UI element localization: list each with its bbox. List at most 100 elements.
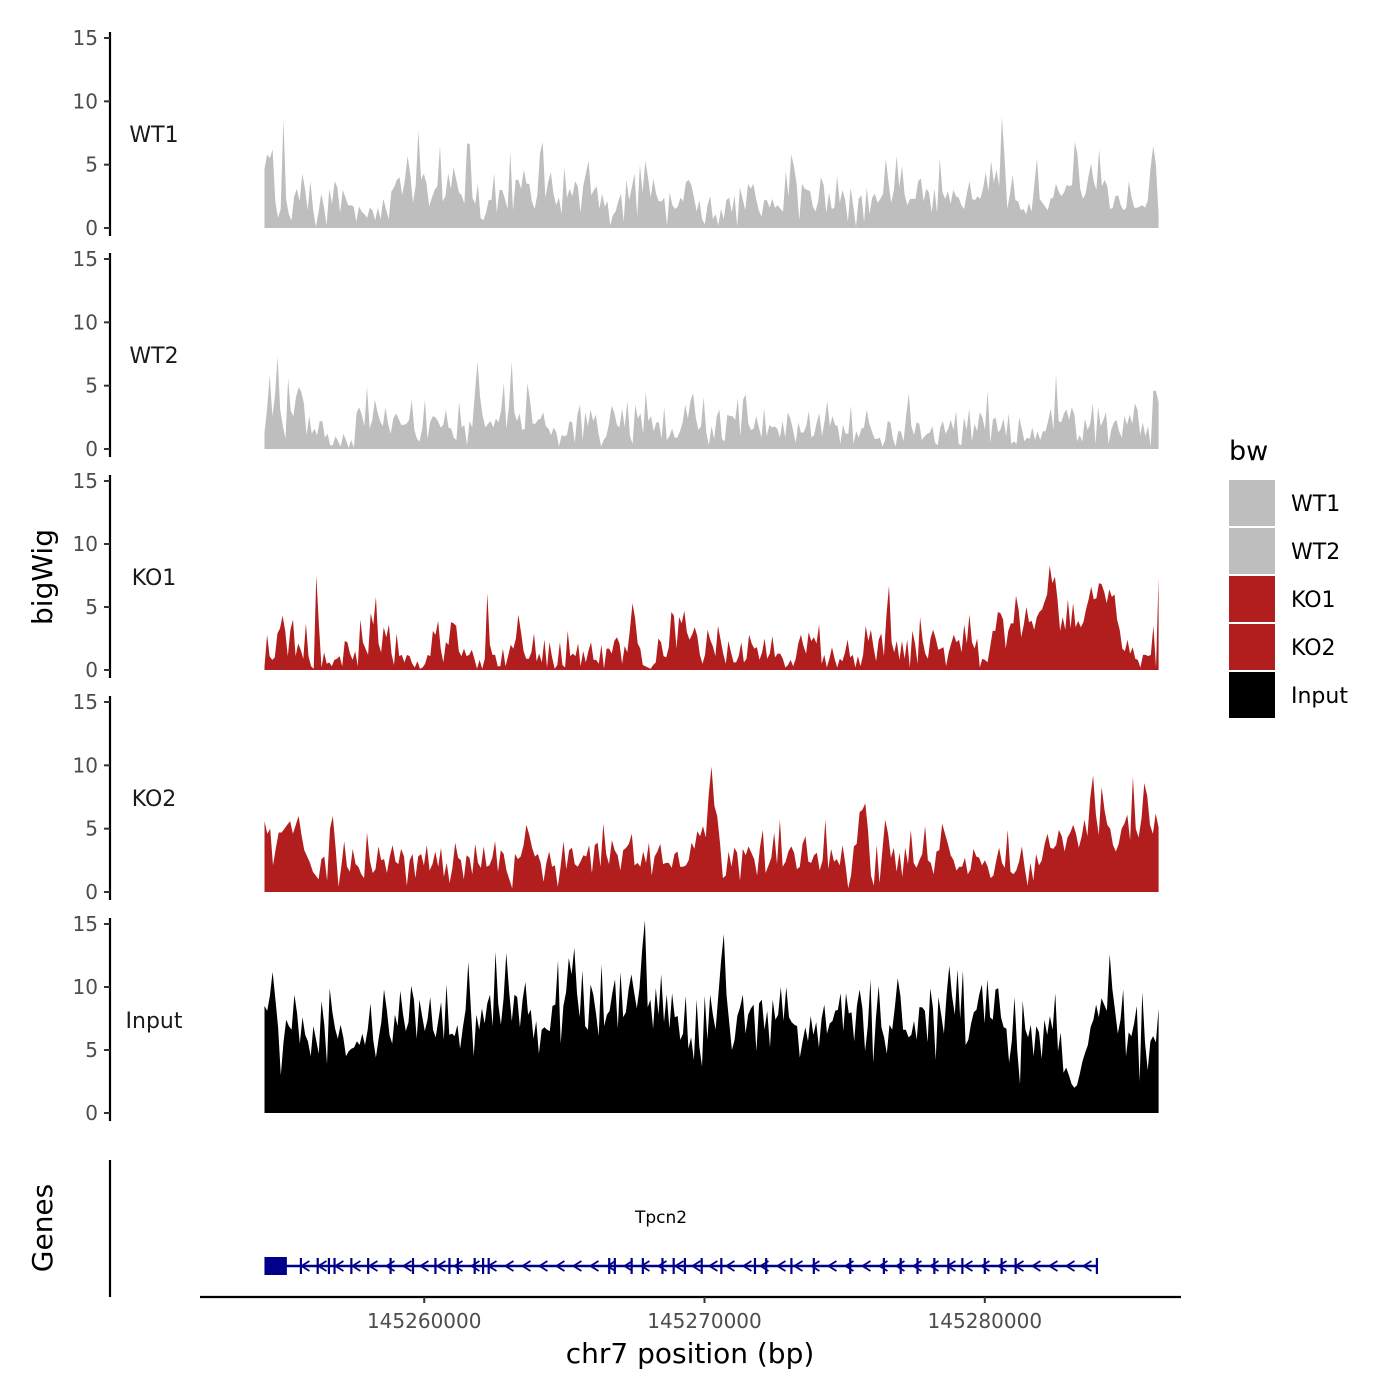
gene-strand-arrow — [503, 1260, 514, 1272]
gene-strand-arrow — [639, 1260, 650, 1272]
gene-strand-arrow — [401, 1260, 412, 1272]
track-label: KO2 — [132, 787, 177, 812]
track-wt1: 0 5 10 15 WT1 — [73, 26, 1159, 240]
series-area-ko1 — [264, 565, 1159, 670]
gene-strand-arrow — [367, 1260, 378, 1272]
gene-strand-arrow — [520, 1260, 531, 1272]
gene-strand-arrow — [809, 1260, 820, 1272]
legend-label: KO2 — [1291, 636, 1336, 661]
y-tick-label: 5 — [85, 1038, 98, 1062]
gene-strand-arrow — [673, 1260, 684, 1272]
legend-swatch — [1229, 672, 1275, 718]
gene-strand-arrow — [911, 1260, 922, 1272]
track-label: WT1 — [129, 123, 178, 148]
y-tick-label: 0 — [85, 216, 98, 240]
gene-strand-arrow — [690, 1260, 701, 1272]
gene-strand-arrow — [622, 1260, 633, 1272]
gene-strand-arrow — [588, 1260, 599, 1272]
gene-strand-arrow — [1030, 1260, 1041, 1272]
gene-strand-arrow — [350, 1260, 361, 1272]
legend-entry-wt1: WT1 — [1229, 480, 1340, 526]
series-area-wt1 — [264, 116, 1159, 228]
y-tick-label: 15 — [73, 26, 98, 50]
legend-swatch — [1229, 624, 1275, 670]
y-tick-label: 5 — [85, 374, 98, 398]
legend-swatch — [1229, 528, 1275, 574]
y-tick-label: 15 — [73, 912, 98, 936]
gene-label: Tpcn2 — [634, 1208, 687, 1228]
gene-strand-arrow — [962, 1260, 973, 1272]
legend-label: Input — [1291, 684, 1348, 709]
gene-strand-arrow — [979, 1260, 990, 1272]
gene-strand-arrow — [1081, 1260, 1092, 1272]
legend-entry-input: Input — [1229, 672, 1348, 718]
legend-entry-ko1: KO1 — [1229, 576, 1336, 622]
y-tick-label: 15 — [73, 690, 98, 714]
x-tick-label: 145280000 — [928, 1309, 1043, 1333]
y-tick-label: 0 — [85, 880, 98, 904]
legend-label: KO1 — [1291, 588, 1336, 613]
y-tick-label: 0 — [85, 1101, 98, 1125]
y-tick-label: 15 — [73, 247, 98, 271]
track-label: KO1 — [132, 566, 177, 591]
track-wt2: 0 5 10 15 WT2 — [73, 247, 1159, 461]
legend-entry-ko2: KO2 — [1229, 624, 1336, 670]
gene-strand-arrow — [537, 1260, 548, 1272]
gene-strand-arrow — [418, 1260, 429, 1272]
track-ko1: 0 5 10 15 KO1 — [73, 469, 1159, 682]
gene-strand-arrow — [775, 1260, 786, 1272]
y-tick-label: 0 — [85, 437, 98, 461]
gene-strand-arrow — [554, 1260, 565, 1272]
legend-swatch — [1229, 576, 1275, 622]
gene-strand-arrow — [1047, 1260, 1058, 1272]
gene-strand-arrow — [452, 1260, 463, 1272]
genes-panel: Tpcn2 — [108, 1160, 1099, 1297]
x-axis-title: chr7 position (bp) — [566, 1337, 815, 1370]
legend-label: WT2 — [1291, 540, 1340, 565]
x-tick-label: 145260000 — [367, 1309, 482, 1333]
y-tick-label: 10 — [73, 310, 98, 334]
y-tick-label: 0 — [85, 658, 98, 682]
legend-entry-wt2: WT2 — [1229, 528, 1340, 574]
legend-label: WT1 — [1291, 492, 1340, 517]
gene-strand-arrow — [571, 1260, 582, 1272]
gene-strand-arrow — [826, 1260, 837, 1272]
track-input: 0 5 10 15 Input — [73, 912, 1159, 1125]
gene-strand-arrow — [860, 1260, 871, 1272]
y-tick-label: 5 — [85, 595, 98, 619]
y-tick-label: 5 — [85, 153, 98, 177]
gene-tpcn2: Tpcn2 — [264, 1208, 1099, 1275]
gene-strand-arrow — [741, 1260, 752, 1272]
series-area-ko2 — [264, 766, 1159, 892]
x-tick-label: 145270000 — [647, 1309, 762, 1333]
series-area-input — [264, 920, 1159, 1113]
gene-strand-arrow — [928, 1260, 939, 1272]
gene-strand-arrow — [724, 1260, 735, 1272]
gene-strand-arrow — [384, 1260, 395, 1272]
y-tick-label: 10 — [73, 89, 98, 113]
gene-strand-arrow — [469, 1260, 480, 1272]
gene-strand-arrow — [996, 1260, 1007, 1272]
gene-strand-arrow — [435, 1260, 446, 1272]
y-tick-label: 10 — [73, 532, 98, 556]
y-tick-label: 5 — [85, 817, 98, 841]
gene-strand-arrow — [707, 1260, 718, 1272]
series-area-wt2 — [264, 356, 1159, 449]
track-label: Input — [126, 1009, 183, 1034]
y-tick-label: 10 — [73, 753, 98, 777]
x-axis: 145260000 145270000 145280000 — [200, 1295, 1181, 1333]
y-axis-title: bigWig — [26, 529, 59, 625]
track-label: WT2 — [129, 344, 178, 369]
gene-strand-arrow — [656, 1260, 667, 1272]
y-tick-label: 15 — [73, 469, 98, 493]
legend-swatch — [1229, 480, 1275, 526]
y-tick-label: 10 — [73, 975, 98, 999]
track-ko2: 0 5 10 15 KO2 — [73, 690, 1159, 904]
genes-axis-title: Genes — [26, 1184, 59, 1272]
legend-title: bw — [1229, 436, 1268, 467]
gene-strand-arrow — [792, 1260, 803, 1272]
coverage-tracks: 0 5 10 15 WT1 0 5 10 15 WT2 0 5 10 15 KO1 0 5 10 15 KO2 0 5 10… — [73, 26, 1159, 1125]
legend: bw WT1 WT2 KO1 KO2 Input — [1229, 436, 1348, 718]
gene-strand-arrow — [605, 1260, 616, 1272]
